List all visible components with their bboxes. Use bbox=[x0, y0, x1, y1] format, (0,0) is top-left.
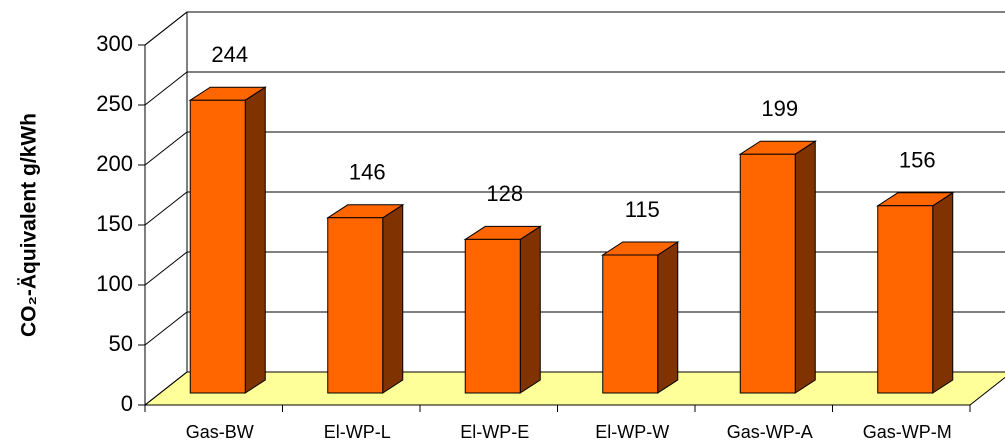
y-tick-label: 0 bbox=[121, 391, 133, 416]
value-label: 115 bbox=[625, 197, 660, 222]
bar-front bbox=[877, 205, 934, 394]
bar-side bbox=[244, 86, 266, 394]
grid-line bbox=[144, 131, 1005, 166]
x-tick-label: El-WP-L bbox=[324, 422, 391, 442]
grid-line bbox=[144, 191, 1005, 226]
bar-front bbox=[189, 99, 246, 394]
bar-side bbox=[657, 241, 679, 394]
value-label: 128 bbox=[486, 181, 523, 206]
value-label: 199 bbox=[761, 96, 798, 121]
floor bbox=[143, 371, 1005, 406]
bar-front bbox=[464, 238, 521, 394]
bar-side bbox=[932, 191, 954, 394]
bar bbox=[601, 241, 680, 394]
grid-line bbox=[144, 251, 1005, 286]
bar bbox=[326, 203, 405, 394]
y-tick-label: 150 bbox=[96, 211, 133, 236]
x-tick-label: Gas-WP-A bbox=[727, 422, 813, 442]
value-label: 244 bbox=[211, 42, 248, 67]
y-tick-label: 50 bbox=[109, 331, 133, 356]
bar bbox=[738, 140, 817, 394]
grid-line bbox=[144, 71, 1005, 106]
y-tick-label: 100 bbox=[96, 271, 133, 296]
grid-line bbox=[144, 11, 1005, 46]
grid-line bbox=[144, 311, 1005, 346]
x-tick-label: Gas-WP-M bbox=[863, 422, 952, 442]
bar-front bbox=[327, 217, 384, 394]
y-tick-label: 300 bbox=[96, 31, 133, 56]
grid-line bbox=[144, 371, 1005, 406]
bar-side bbox=[382, 203, 404, 394]
bar bbox=[876, 191, 955, 394]
bar bbox=[463, 225, 542, 394]
y-tick-label: 200 bbox=[96, 151, 133, 176]
bar-side bbox=[794, 140, 816, 394]
value-label: 156 bbox=[899, 148, 936, 173]
bar bbox=[188, 86, 267, 394]
bar-side bbox=[519, 225, 541, 394]
x-tick-label: El-WP-E bbox=[460, 422, 529, 442]
y-axis-label: CO₂-Äquivalent g/kWh bbox=[18, 113, 41, 337]
bar-front bbox=[739, 153, 796, 394]
bar-front bbox=[602, 254, 659, 394]
x-tick-label: Gas-BW bbox=[186, 422, 254, 442]
x-tick-label: El-WP-W bbox=[595, 422, 669, 442]
y-tick-label: 250 bbox=[96, 91, 133, 116]
value-label: 146 bbox=[349, 160, 386, 185]
